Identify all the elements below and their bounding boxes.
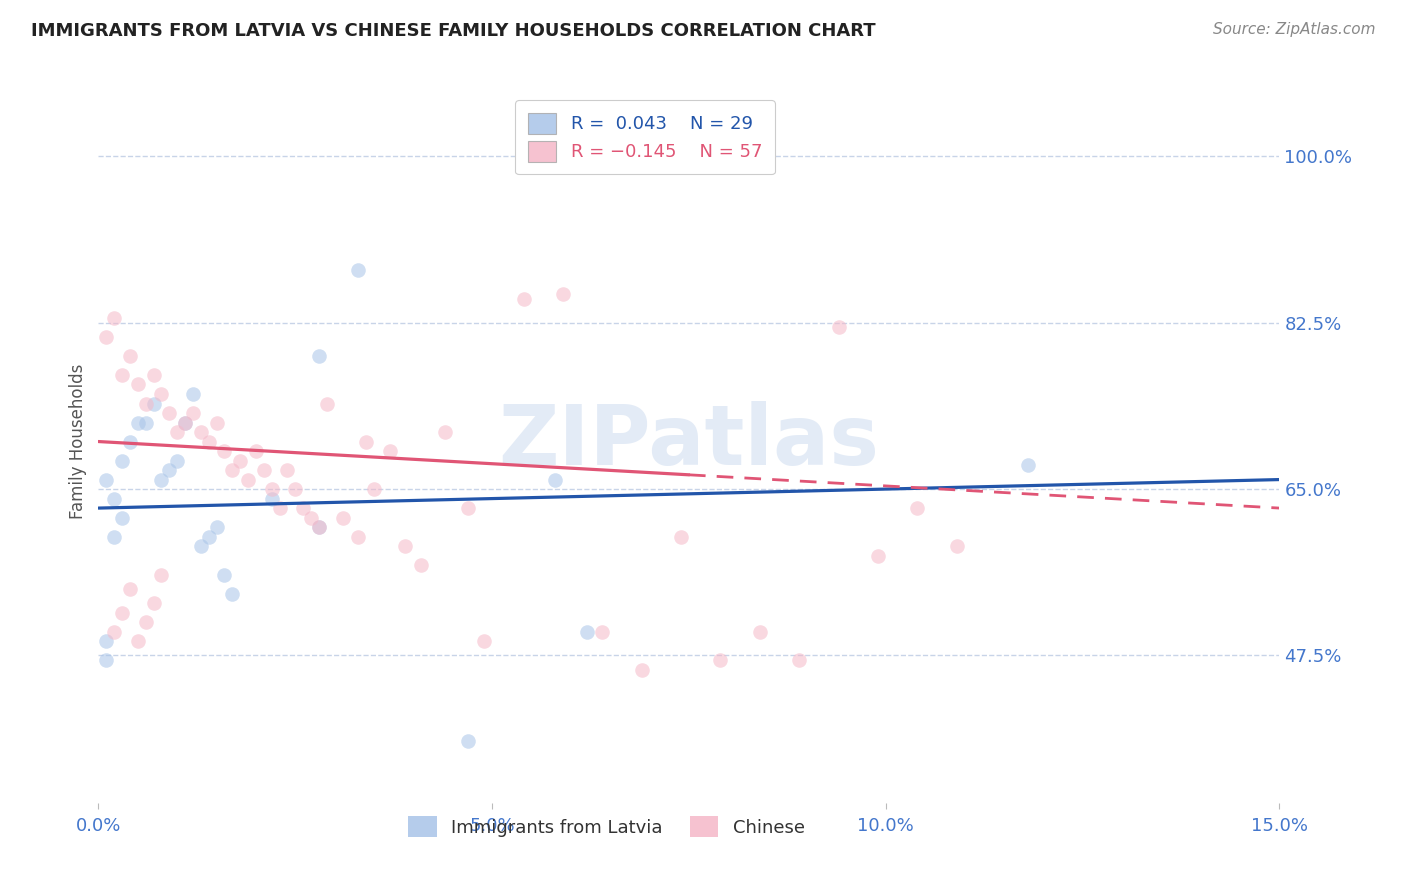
Point bbox=[166, 425, 188, 439]
Text: Source: ZipAtlas.com: Source: ZipAtlas.com bbox=[1212, 22, 1375, 37]
Point bbox=[181, 406, 204, 420]
Point bbox=[669, 530, 692, 544]
Point bbox=[96, 330, 118, 344]
Point bbox=[512, 292, 534, 306]
Point bbox=[748, 624, 770, 639]
Point bbox=[709, 653, 731, 667]
Point bbox=[630, 663, 652, 677]
Point bbox=[111, 510, 134, 524]
Point bbox=[166, 453, 188, 467]
Point bbox=[411, 558, 433, 573]
Point bbox=[142, 396, 165, 410]
Point bbox=[354, 434, 377, 449]
Point bbox=[118, 582, 141, 596]
Point bbox=[150, 387, 173, 401]
Point bbox=[363, 482, 385, 496]
Point bbox=[142, 596, 165, 610]
Point bbox=[174, 416, 197, 430]
Point bbox=[127, 416, 149, 430]
Point bbox=[332, 510, 354, 524]
Point bbox=[378, 444, 401, 458]
Point bbox=[221, 463, 243, 477]
Point bbox=[276, 463, 298, 477]
Point bbox=[157, 463, 180, 477]
Point bbox=[205, 416, 228, 430]
Point bbox=[1017, 458, 1039, 473]
Point bbox=[787, 653, 810, 667]
Point bbox=[457, 501, 479, 516]
Y-axis label: Family Households: Family Households bbox=[69, 364, 87, 519]
Point bbox=[347, 263, 370, 277]
Point bbox=[111, 368, 134, 382]
Text: IMMIGRANTS FROM LATVIA VS CHINESE FAMILY HOUSEHOLDS CORRELATION CHART: IMMIGRANTS FROM LATVIA VS CHINESE FAMILY… bbox=[31, 22, 876, 40]
Point bbox=[96, 473, 118, 487]
Point bbox=[245, 444, 267, 458]
Point bbox=[205, 520, 228, 534]
Point bbox=[292, 501, 315, 516]
Point bbox=[96, 653, 118, 667]
Point bbox=[457, 734, 479, 748]
Point bbox=[190, 539, 212, 553]
Point bbox=[472, 634, 495, 648]
Point bbox=[181, 387, 204, 401]
Point bbox=[260, 491, 283, 506]
Point bbox=[866, 549, 889, 563]
Point bbox=[96, 634, 118, 648]
Point bbox=[315, 396, 337, 410]
Point bbox=[214, 567, 236, 582]
Point bbox=[174, 416, 197, 430]
Point bbox=[103, 491, 125, 506]
Point bbox=[135, 396, 157, 410]
Legend: Immigrants from Latvia, Chinese: Immigrants from Latvia, Chinese bbox=[401, 809, 813, 845]
Text: ZIPatlas: ZIPatlas bbox=[499, 401, 879, 482]
Point bbox=[551, 287, 574, 301]
Point bbox=[308, 349, 330, 363]
Point bbox=[236, 473, 259, 487]
Point bbox=[127, 377, 149, 392]
Point bbox=[308, 520, 330, 534]
Point bbox=[284, 482, 307, 496]
Point bbox=[111, 606, 134, 620]
Point bbox=[142, 368, 165, 382]
Point bbox=[260, 482, 283, 496]
Point bbox=[269, 501, 291, 516]
Point bbox=[118, 349, 141, 363]
Point bbox=[103, 530, 125, 544]
Point bbox=[827, 320, 849, 334]
Point bbox=[135, 416, 157, 430]
Point bbox=[197, 530, 219, 544]
Point bbox=[157, 406, 180, 420]
Point bbox=[190, 425, 212, 439]
Point bbox=[308, 520, 330, 534]
Point bbox=[103, 310, 125, 325]
Point bbox=[575, 624, 598, 639]
Point bbox=[118, 434, 141, 449]
Point bbox=[103, 624, 125, 639]
Point bbox=[229, 453, 252, 467]
Point bbox=[945, 539, 967, 553]
Point bbox=[221, 587, 243, 601]
Point bbox=[394, 539, 416, 553]
Point bbox=[299, 510, 322, 524]
Point bbox=[433, 425, 456, 439]
Point bbox=[150, 567, 173, 582]
Point bbox=[253, 463, 276, 477]
Point bbox=[197, 434, 219, 449]
Point bbox=[905, 501, 928, 516]
Point bbox=[127, 634, 149, 648]
Point bbox=[591, 624, 613, 639]
Point bbox=[347, 530, 370, 544]
Point bbox=[544, 473, 567, 487]
Point bbox=[214, 444, 236, 458]
Point bbox=[135, 615, 157, 630]
Point bbox=[111, 453, 134, 467]
Point bbox=[150, 473, 173, 487]
